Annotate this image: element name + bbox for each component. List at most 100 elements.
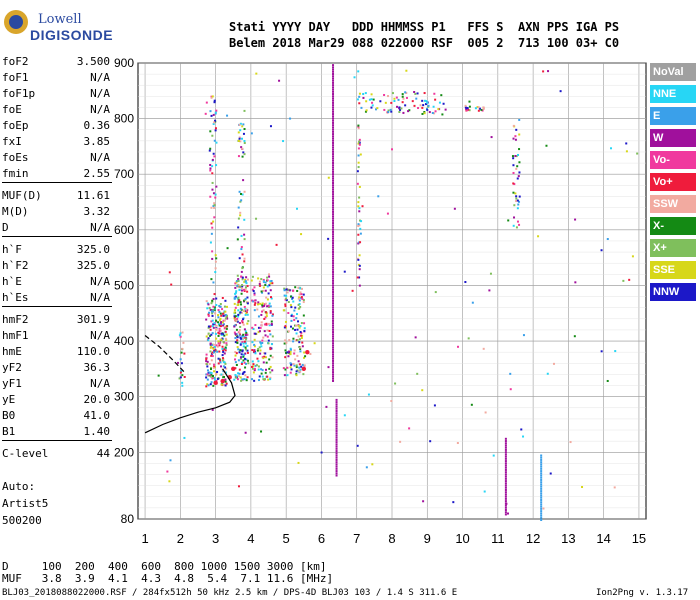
echo-point [432, 105, 435, 108]
echo-point [247, 362, 250, 365]
echo-point [289, 295, 292, 298]
legend-item-x: X+ [650, 239, 696, 257]
interference-point [332, 208, 335, 211]
echo-point [256, 303, 259, 306]
echo-point [210, 114, 213, 117]
echo-point [516, 177, 519, 180]
echo-point [356, 98, 359, 101]
echo-point [181, 384, 184, 387]
echo-point [286, 366, 289, 369]
echo-point [241, 137, 244, 140]
echo-point [269, 296, 272, 299]
echo-point [223, 334, 226, 337]
param-label: hmF2 [2, 313, 29, 326]
param-row-2: foF1p N/A [2, 87, 110, 103]
echo-point [242, 359, 245, 362]
interference-point [335, 445, 338, 448]
echo-point [251, 349, 254, 352]
echo-point [220, 332, 223, 335]
interference-point [332, 133, 335, 136]
interference-point [332, 257, 335, 260]
echo-point [235, 333, 238, 336]
echo-point [242, 353, 245, 356]
interference-point [332, 99, 335, 102]
interference-point [332, 279, 335, 282]
interference-point [332, 155, 335, 158]
interference-point [335, 436, 338, 439]
interference-point [335, 432, 338, 435]
interference-point [504, 437, 507, 440]
noise-point [492, 454, 495, 457]
echo-point [245, 379, 248, 382]
param-row-18: yF2 36.3 [2, 361, 110, 377]
interference-point [504, 495, 507, 498]
noise-point [507, 219, 510, 222]
echo-point [423, 112, 426, 115]
echo-point [213, 376, 216, 379]
echo-point [206, 365, 209, 368]
echo-point [242, 323, 245, 326]
echo-point [269, 280, 272, 283]
echo-point [302, 301, 305, 304]
noise-point [351, 289, 354, 292]
y-tick-label: 700 [114, 167, 134, 181]
interference-point [540, 492, 543, 495]
echo-point [239, 357, 242, 360]
echo-point [243, 233, 246, 236]
echo-point [296, 354, 299, 357]
noise-point [237, 485, 240, 488]
echo-point [213, 308, 216, 311]
echo-point [252, 365, 255, 368]
echo-point [477, 109, 480, 112]
echo-point [215, 304, 218, 307]
echo-point [289, 366, 292, 369]
echo-point [234, 291, 237, 294]
echo-point [282, 309, 285, 312]
echo-point [206, 307, 209, 310]
interference-point [335, 401, 338, 404]
interference-point [332, 353, 335, 356]
echo-point [359, 227, 362, 230]
echo-point [383, 93, 386, 96]
interference-point [332, 326, 335, 329]
echo-point [246, 301, 249, 304]
echo-point [358, 284, 361, 287]
echo-point [253, 345, 256, 348]
echo-point [205, 376, 208, 379]
trace-point [231, 366, 236, 372]
echo-point [267, 342, 270, 345]
interference-point [332, 375, 335, 378]
interference-point [332, 113, 335, 116]
echo-point [236, 378, 239, 381]
interference-point [332, 273, 335, 276]
echo-point [263, 304, 266, 307]
interference-point [335, 447, 338, 450]
echo-point [246, 322, 249, 325]
echo-point [284, 326, 287, 329]
noise-point [464, 281, 467, 284]
echo-point [284, 298, 287, 301]
echo-point [210, 278, 213, 281]
echo-point [290, 313, 293, 316]
interference-point [332, 204, 335, 207]
interference-point [504, 486, 507, 489]
interference-point [335, 403, 338, 406]
echo-point [239, 325, 242, 328]
interference-point [504, 457, 507, 460]
param-value: 44 [96, 447, 110, 460]
trace-point [305, 349, 310, 355]
noise-point [569, 441, 572, 444]
echo-point [257, 368, 260, 371]
noise-point [275, 243, 278, 246]
echo-point [295, 324, 298, 327]
x-tick-label: 9 [424, 531, 431, 546]
echo-point [212, 384, 215, 387]
echo-point [357, 224, 360, 227]
echo-point [212, 347, 215, 350]
echo-point [181, 347, 184, 350]
echo-point [261, 375, 264, 378]
echo-point [297, 335, 300, 338]
echo-point [217, 357, 220, 360]
noise-point [300, 233, 303, 236]
echo-point [210, 354, 213, 357]
